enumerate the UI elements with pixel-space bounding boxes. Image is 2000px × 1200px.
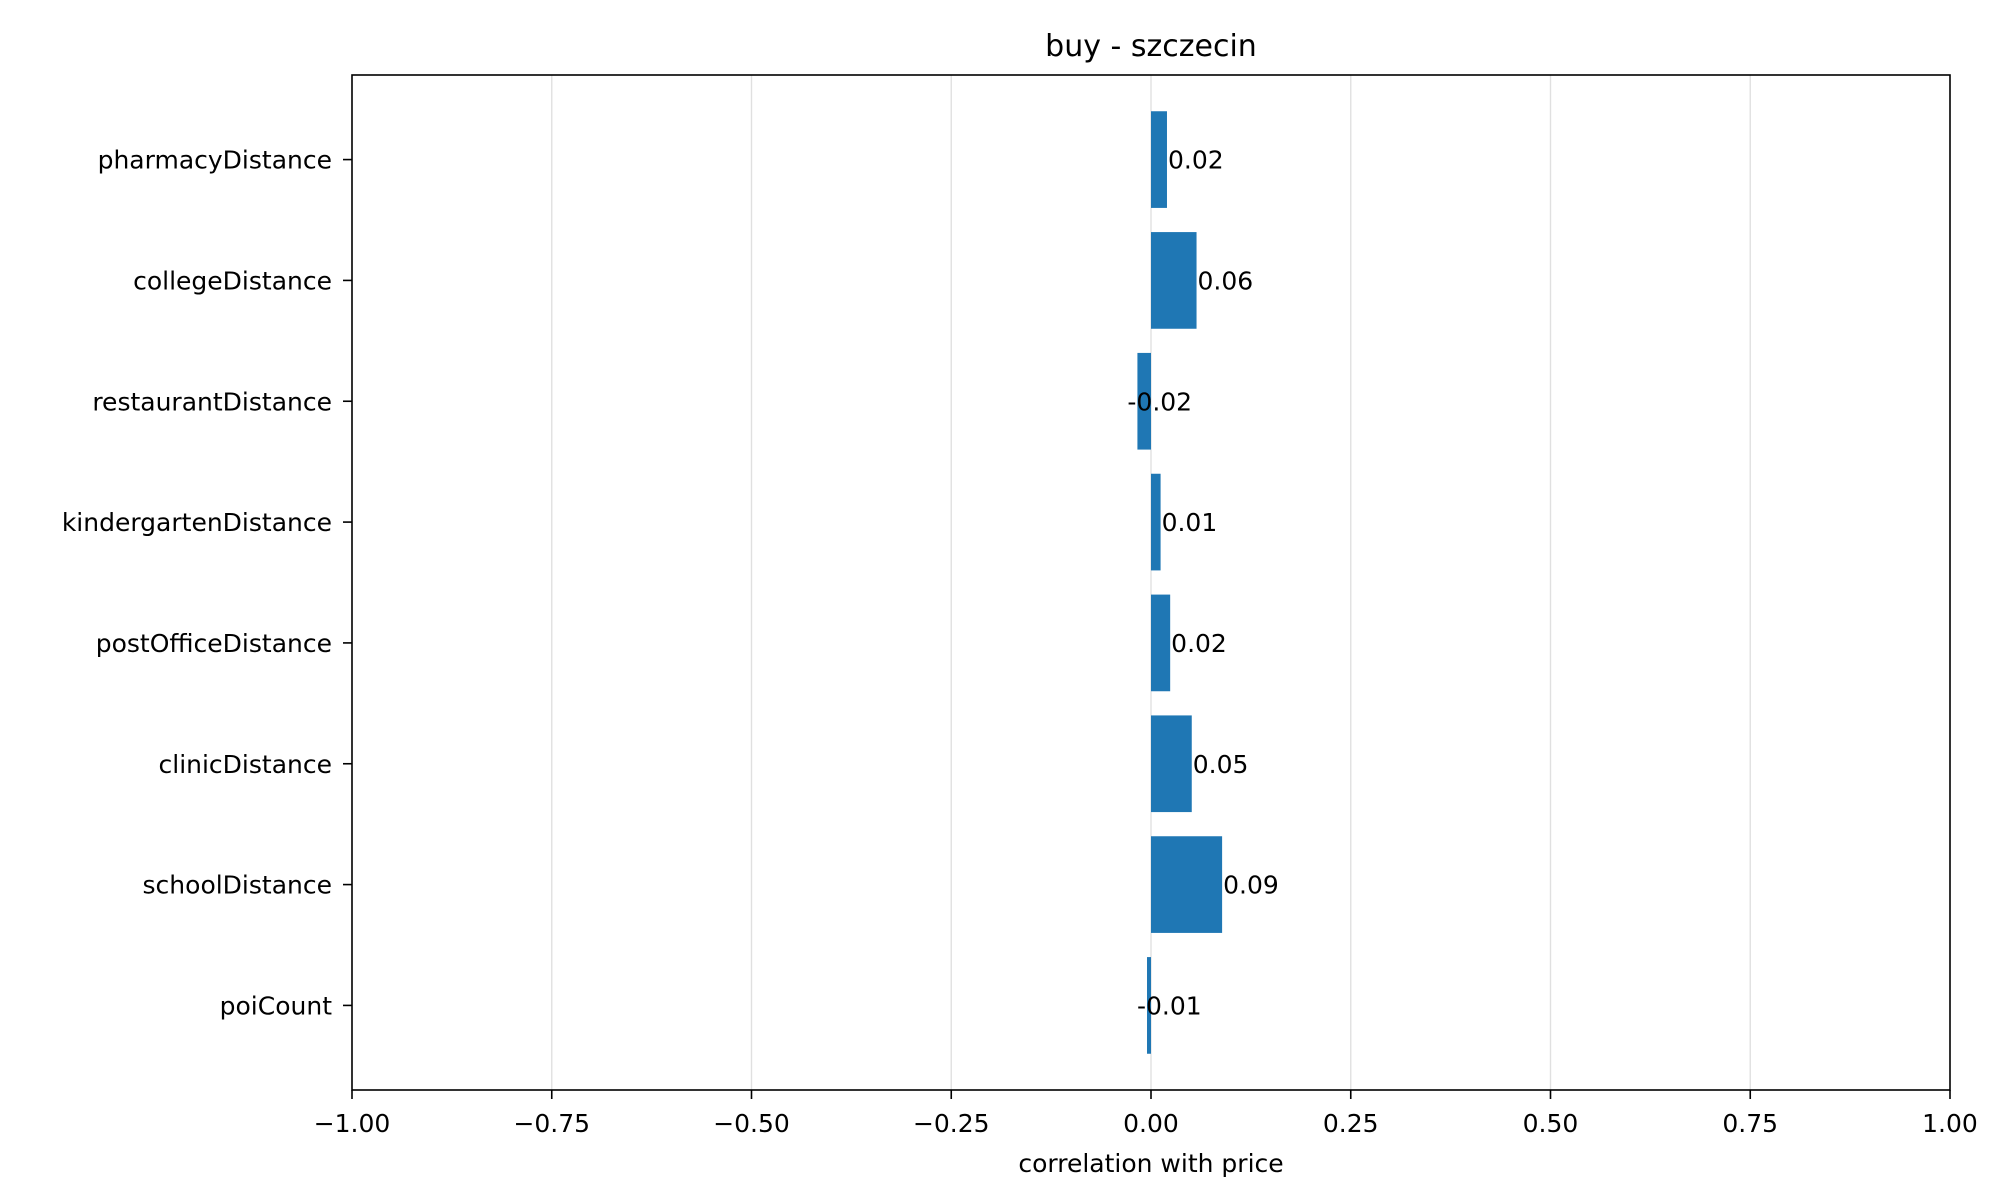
x-tick-label: 0.75 [1722, 1109, 1778, 1138]
x-tick-label: −0.50 [713, 1109, 790, 1138]
x-tick-label: −1.00 [314, 1109, 391, 1138]
bar [1151, 473, 1161, 571]
x-tick-layer: −1.00 −0.75 −0.50 −0.25 0.00 0.25 0.50 0.75 1.00 [314, 1090, 1978, 1138]
x-tick-label: −0.25 [913, 1109, 990, 1138]
value-label: 0.09 [1223, 871, 1279, 900]
x-tick-label: 0.50 [1523, 1109, 1579, 1138]
bar [1151, 111, 1167, 208]
category-label: poiCount [220, 991, 333, 1020]
y-tick-layer: pharmacyDistance collegeDistance restauran… [62, 146, 352, 1020]
bar [1151, 594, 1171, 692]
value-label: 0.02 [1168, 146, 1224, 175]
x-tick-label: 0.25 [1323, 1109, 1379, 1138]
x-tick-label: −0.75 [513, 1109, 590, 1138]
bar [1151, 836, 1223, 933]
category-label: restaurantDistance [92, 387, 332, 416]
value-label: -0.02 [1127, 387, 1192, 416]
category-label: pharmacyDistance [98, 146, 332, 175]
category-label: postOfficeDistance [96, 629, 332, 658]
grid-layer [551, 75, 1751, 1090]
value-label: -0.01 [1137, 991, 1202, 1020]
bar [1137, 352, 1151, 450]
bar [1151, 715, 1192, 813]
category-label: schoolDistance [143, 871, 332, 900]
value-label: 0.05 [1193, 750, 1249, 779]
chart-title: buy - szczecin [1045, 29, 1257, 64]
category-label: kindergartenDistance [62, 508, 332, 537]
bar-layer [1137, 111, 1223, 1054]
category-label: clinicDistance [159, 750, 333, 779]
value-label: 0.02 [1171, 629, 1227, 658]
category-label: collegeDistance [133, 266, 332, 295]
x-axis-label: correlation with price [1018, 1149, 1283, 1178]
bar [1151, 232, 1197, 329]
value-label: 0.01 [1162, 508, 1218, 537]
value-label: 0.06 [1198, 266, 1254, 295]
value-label-layer: 0.02 0.06 -0.02 0.01 0.02 0.05 0.09 -0.01 [1127, 146, 1278, 1021]
x-tick-label: 0.00 [1123, 1109, 1179, 1138]
bar [1147, 957, 1151, 1054]
x-tick-label: 1.00 [1922, 1109, 1978, 1138]
